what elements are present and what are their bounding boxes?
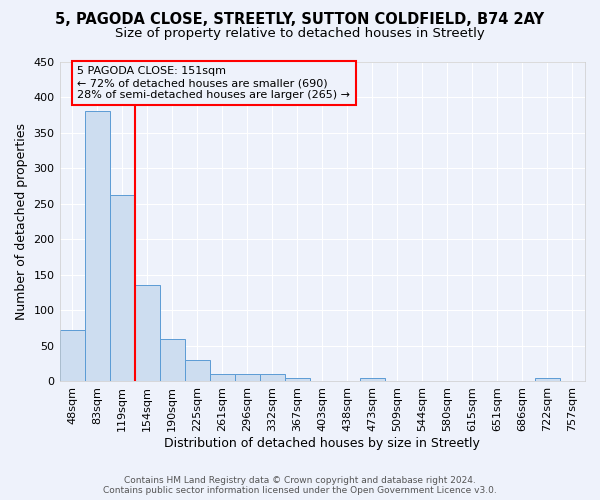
Bar [85,112,110,382]
Bar [285,378,310,382]
Bar [235,374,260,382]
Bar [160,339,185,382]
Bar [185,360,209,382]
Bar [535,378,560,382]
Bar [134,285,160,382]
Text: 5 PAGODA CLOSE: 151sqm
← 72% of detached houses are smaller (690)
28% of semi-de: 5 PAGODA CLOSE: 151sqm ← 72% of detached… [77,66,350,100]
Bar [260,374,285,382]
Text: Size of property relative to detached houses in Streetly: Size of property relative to detached ho… [115,28,485,40]
Bar [59,330,85,382]
Bar [110,195,134,382]
Text: Contains HM Land Registry data © Crown copyright and database right 2024.
Contai: Contains HM Land Registry data © Crown c… [103,476,497,495]
Bar [209,374,235,382]
X-axis label: Distribution of detached houses by size in Streetly: Distribution of detached houses by size … [164,437,480,450]
Text: 5, PAGODA CLOSE, STREETLY, SUTTON COLDFIELD, B74 2AY: 5, PAGODA CLOSE, STREETLY, SUTTON COLDFI… [55,12,545,28]
Bar [360,378,385,382]
Y-axis label: Number of detached properties: Number of detached properties [15,123,28,320]
